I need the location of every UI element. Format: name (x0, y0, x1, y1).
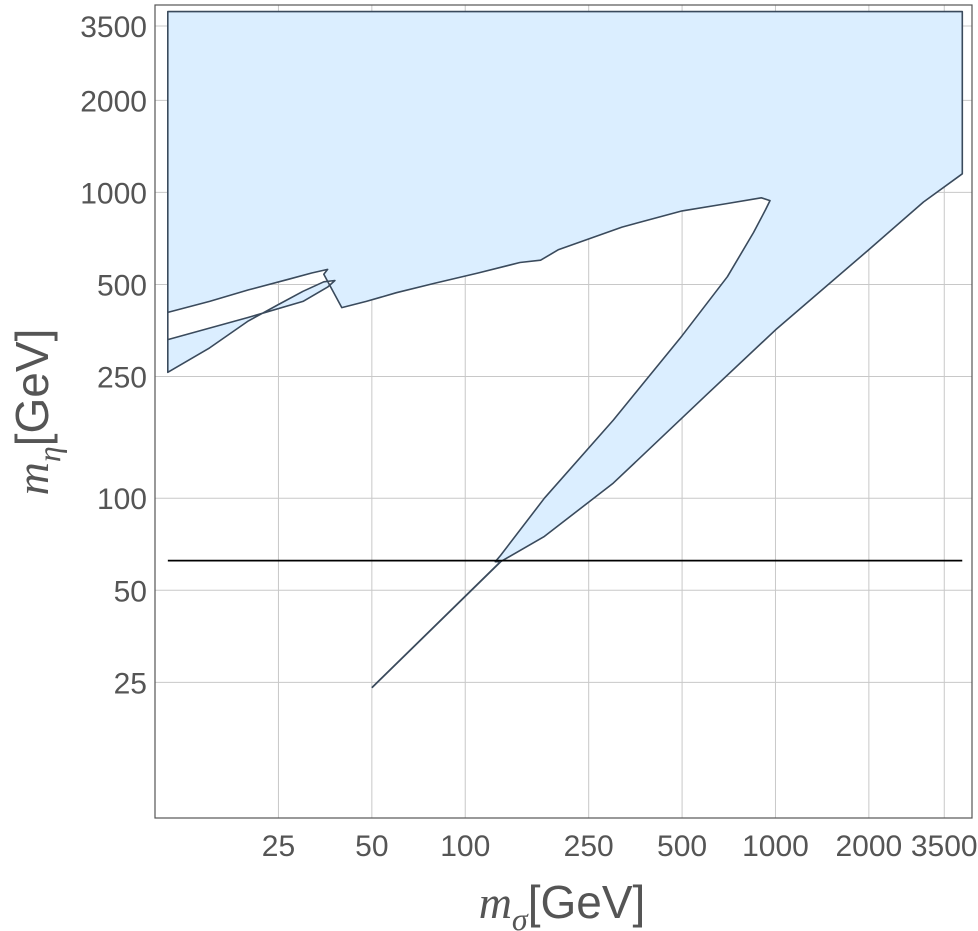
x-tick-label: 500 (657, 830, 707, 863)
x-tick-label: 25 (262, 830, 295, 863)
y-tick-label: 100 (97, 483, 147, 516)
x-axis-unit: [GeV] (528, 876, 646, 928)
y-tick-labels: 25 50 100 250 500 1000 2000 3500 (80, 11, 147, 700)
y-axis-symbol: m (7, 462, 58, 495)
y-tick-label: 250 (97, 362, 147, 395)
x-axis-title: mσ[GeV] (479, 876, 646, 931)
y-tick-label: 50 (114, 575, 147, 608)
x-tick-label: 2000 (835, 830, 902, 863)
x-tick-label: 100 (440, 830, 490, 863)
y-tick-label: 3500 (80, 11, 147, 44)
plot-frame (154, 4, 973, 819)
x-tick-label: 250 (564, 830, 614, 863)
y-tick-label: 25 (114, 667, 147, 700)
x-axis-symbol: m (479, 877, 512, 928)
allowed-region (167, 10, 964, 563)
diagonal-line (371, 561, 502, 689)
y-tick-label: 500 (97, 269, 147, 302)
y-tick-label: 2000 (80, 85, 147, 118)
y-axis-title: mη[GeV] (6, 329, 67, 496)
y-axis-subscript: η (31, 446, 67, 462)
x-axis-subscript: σ (512, 901, 529, 931)
y-axis-unit: [GeV] (6, 329, 58, 447)
x-tick-label: 3500 (911, 830, 978, 863)
y-tick-label: 1000 (80, 177, 147, 210)
x-tick-labels: 25 50 100 250 500 1000 2000 3500 (262, 830, 978, 863)
x-tick-label: 1000 (742, 830, 809, 863)
x-tick-label: 50 (355, 830, 388, 863)
